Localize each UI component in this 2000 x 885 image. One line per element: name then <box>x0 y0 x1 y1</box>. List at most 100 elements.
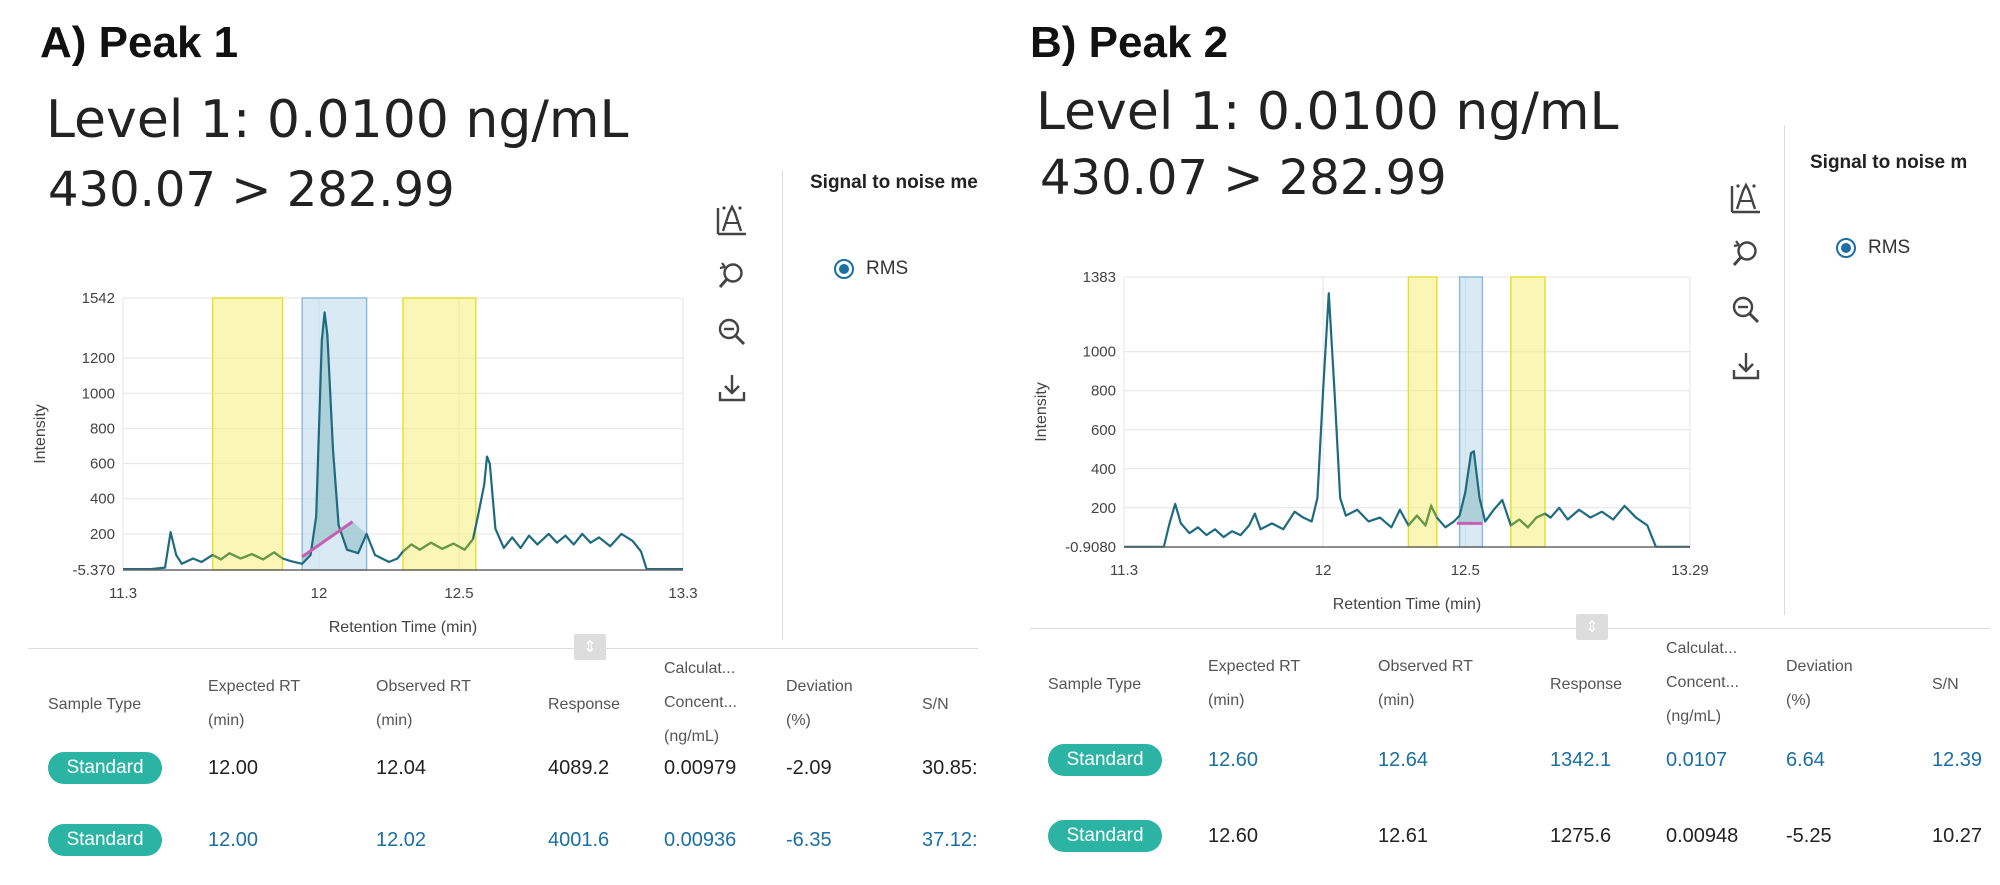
chromatogram-trace <box>1124 292 1690 548</box>
deviation-cell[interactable]: -6.35 <box>786 829 832 851</box>
deviation-cell: -2.09 <box>786 757 832 779</box>
expected-rt-cell[interactable]: 12.60 <box>1208 749 1259 771</box>
deviation-cell: -5.25 <box>1786 825 1832 847</box>
y-tick-label: 400 <box>1091 461 1116 478</box>
col-sn: S/N <box>1932 676 1959 693</box>
panel-divider <box>782 170 783 640</box>
zoom-out-icon[interactable] <box>1724 288 1768 332</box>
col-sample-type: Sample Type <box>1048 676 1142 693</box>
deviation-cell[interactable]: 6.64 <box>1786 749 1825 771</box>
y-axis-title: Intensity <box>1033 382 1050 442</box>
download-icon[interactable] <box>1724 344 1768 388</box>
rms-option-label: RMS <box>1868 237 1911 258</box>
peak-baseline <box>301 520 354 558</box>
sample-type-badge: Standard <box>1048 820 1162 852</box>
expected-rt-cell[interactable]: 12.00 <box>208 829 259 851</box>
sample-type-badge: Standard <box>48 752 162 784</box>
peak-area <box>302 312 367 564</box>
y-tick-label: 200 <box>1091 500 1116 517</box>
col-expected-rt: Expected RT (min) <box>208 678 301 729</box>
level-heading: Level 1: 0.0100 ng/mL <box>1036 82 1619 142</box>
resize-handle[interactable]: ⇕ <box>574 634 606 660</box>
y-tick-label: 1383 <box>1083 269 1116 286</box>
sample-type-badge: Standard <box>48 824 162 856</box>
transition-label: 430.07 > 282.99 <box>48 162 455 218</box>
y-tick-label: 600 <box>1091 422 1116 439</box>
reset-zoom-icon[interactable] <box>1724 232 1768 276</box>
peak-annotate-icon[interactable] <box>1724 176 1768 220</box>
x-tick-label: 12 <box>1315 562 1332 579</box>
y-tick-label: 1000 <box>82 385 115 402</box>
x-tick-label: 11.3 <box>109 585 137 602</box>
sample-type-badge: Standard <box>1048 744 1162 776</box>
y-tick-label: -5.370 <box>72 562 115 579</box>
chart-toolbar <box>1724 176 1768 400</box>
peak-annotate-icon[interactable] <box>710 198 754 242</box>
reset-zoom-icon[interactable] <box>710 254 754 298</box>
x-tick-label: 12.5 <box>444 585 473 602</box>
sn-cell: 10.27 <box>1932 825 1983 847</box>
calc-conc-cell[interactable]: 0.00936 <box>664 829 737 851</box>
x-axis-title: Retention Time (min) <box>1333 596 1482 613</box>
rms-option[interactable]: RMS <box>834 258 908 280</box>
response-cell: 1275.6 <box>1550 825 1612 847</box>
calc-conc-cell[interactable]: 0.0107 <box>1666 749 1728 771</box>
observed-rt-cell: 12.04 <box>376 757 427 779</box>
col-sn: S/N <box>922 696 949 713</box>
observed-rt-cell: 12.61 <box>1378 825 1429 847</box>
x-tick-label: 11.3 <box>1110 562 1138 579</box>
rms-radio-icon[interactable] <box>1836 238 1856 258</box>
x-tick-label: 13.29 <box>1671 562 1709 579</box>
chromatogram-chart[interactable]: 1383 1000 800 600 400 200 -0.9080 11.3 12 12.5 13.… <box>1010 255 1710 625</box>
x-tick-label: 13.3 <box>668 585 697 602</box>
col-deviation: Deviation (%) <box>1786 658 1853 709</box>
download-icon[interactable] <box>710 366 754 410</box>
noise-trace <box>402 538 474 553</box>
y-tick-label: 400 <box>90 491 115 508</box>
rms-option[interactable]: RMS <box>1836 237 1910 259</box>
col-calc-conc: Calculat... Concent... (ng/mL) <box>1666 640 1739 725</box>
resize-handle[interactable]: ⇕ <box>1576 614 1608 640</box>
level-heading: Level 1: 0.0100 ng/mL <box>46 90 629 150</box>
sn-cell[interactable]: 12.39 <box>1932 749 1983 771</box>
y-tick-label: 1542 <box>82 290 115 307</box>
noise-trace <box>212 551 284 561</box>
response-cell[interactable]: 4001.6 <box>548 829 610 851</box>
signal-to-noise-heading: Signal to noise m <box>1810 152 1968 173</box>
zoom-out-icon[interactable] <box>710 310 754 354</box>
panel-label: B) Peak 2 <box>1030 18 1229 67</box>
rms-radio-icon[interactable] <box>834 259 854 279</box>
chromatogram-chart[interactable]: 1542 1200 1000 800 600 400 200 -5.370 11.3 12 12.5… <box>0 270 740 640</box>
response-cell: 4089.2 <box>548 757 610 779</box>
col-deviation: Deviation (%) <box>786 678 853 729</box>
noise-trace <box>1407 503 1438 528</box>
y-tick-label: 1200 <box>82 350 115 367</box>
observed-rt-cell[interactable]: 12.64 <box>1378 749 1429 771</box>
col-calc-conc: Calculat... Concent... (ng/mL) <box>664 660 737 745</box>
y-tick-label: 800 <box>1091 383 1116 400</box>
panel-label: A) Peak 1 <box>40 18 239 67</box>
y-tick-label: 800 <box>90 420 115 437</box>
sn-cell[interactable]: 37.12: <box>922 829 978 851</box>
chart-toolbar <box>710 198 754 422</box>
panel-divider <box>1784 125 1785 615</box>
expected-rt-cell: 12.00 <box>208 757 259 779</box>
y-axis-title: Intensity <box>32 404 49 464</box>
col-observed-rt: Observed RT (min) <box>376 678 471 729</box>
noise-region <box>1510 276 1546 548</box>
panel-a: A) Peak 1 Level 1: 0.0100 ng/mL 430.07 >… <box>0 0 990 885</box>
sn-cell: 30.85: <box>922 757 978 779</box>
panel-b: B) Peak 2 Level 1: 0.0100 ng/mL 430.07 >… <box>1010 0 2000 885</box>
y-tick-label: -0.9080 <box>1065 539 1116 556</box>
response-cell[interactable]: 1342.1 <box>1550 749 1612 771</box>
calc-conc-cell: 0.00948 <box>1666 825 1739 847</box>
x-tick-label: 12 <box>311 585 328 602</box>
col-response: Response <box>548 696 621 713</box>
noise-region <box>1407 276 1438 548</box>
col-observed-rt: Observed RT (min) <box>1378 658 1473 709</box>
observed-rt-cell[interactable]: 12.02 <box>376 829 427 851</box>
col-sample-type: Sample Type <box>48 696 142 713</box>
expected-rt-cell: 12.60 <box>1208 825 1259 847</box>
calc-conc-cell: 0.00979 <box>664 757 737 779</box>
y-tick-label: 600 <box>90 456 115 473</box>
